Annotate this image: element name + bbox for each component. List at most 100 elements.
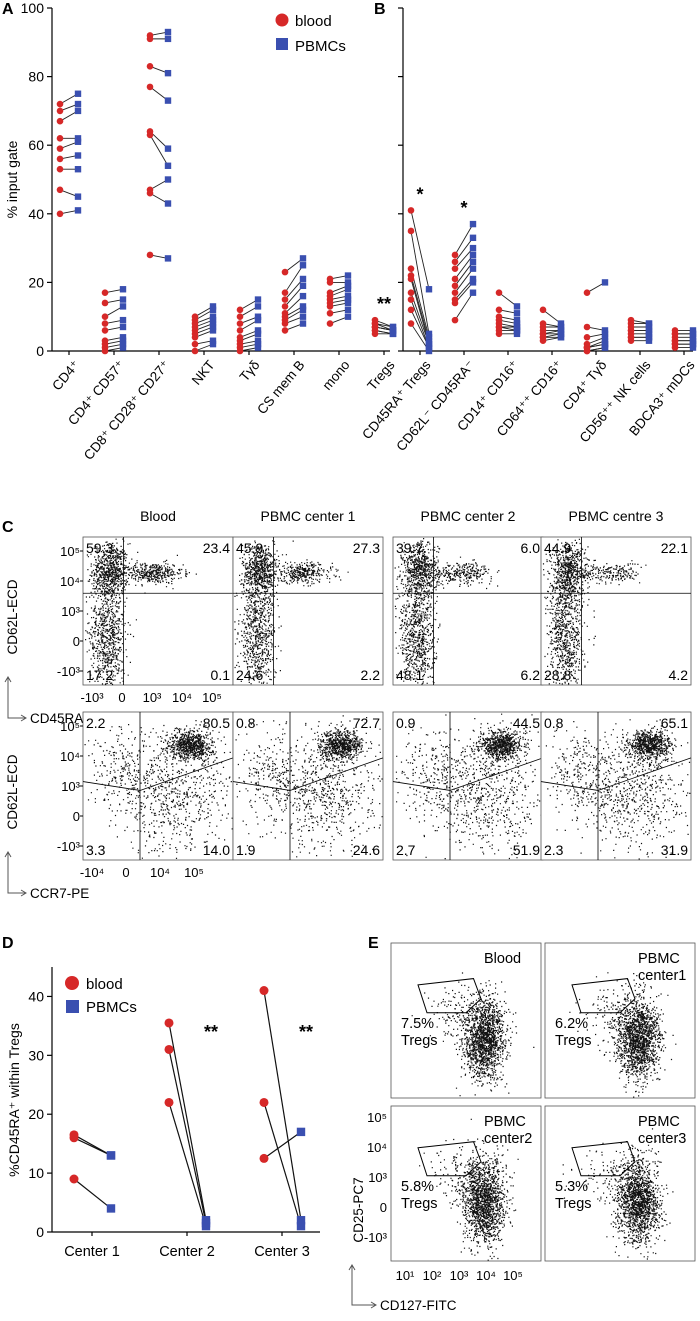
pbmc-point xyxy=(513,330,521,338)
gate-label: 6.2% xyxy=(555,1016,588,1032)
cell-dots xyxy=(542,538,647,685)
gate-label: 5.3% xyxy=(555,1179,588,1195)
cell-dots xyxy=(394,538,500,685)
pbmc-point xyxy=(469,275,477,283)
blood-point xyxy=(281,268,289,276)
blood-point xyxy=(281,303,289,310)
blood-point xyxy=(451,316,459,324)
pbmc-point xyxy=(344,272,352,279)
pbmc-point xyxy=(645,330,653,338)
gate-line xyxy=(597,757,692,791)
pbmc-point xyxy=(106,1151,116,1160)
blood-point xyxy=(326,320,334,327)
y-tick-label: 20 xyxy=(28,1106,44,1122)
pbmc-point xyxy=(119,340,127,348)
pair-line xyxy=(410,230,430,334)
pbmc-point xyxy=(296,1221,306,1231)
blood-point xyxy=(101,299,109,307)
pbmc-point xyxy=(689,337,697,344)
pbmc-point xyxy=(119,303,127,310)
pbmc-point xyxy=(389,323,397,331)
arrow-head xyxy=(4,851,12,858)
quadrant-ul: 44.9 xyxy=(544,540,571,556)
flow-plot: PBMC centre 3 44.9 22.1 28.8 4.2 xyxy=(540,508,692,686)
pbmc-point xyxy=(469,234,477,242)
gate-line xyxy=(449,757,544,791)
pbmc-point xyxy=(254,296,262,303)
category-label: CD8⁺ CD28⁺ CD27⁺ xyxy=(81,357,173,462)
quadrant-ur: 23.4 xyxy=(203,540,230,556)
pbmc-point xyxy=(119,286,127,293)
quadrant-ul: 59.3 xyxy=(86,540,113,556)
pbmc-point xyxy=(209,340,217,348)
pbmc-point xyxy=(425,337,433,344)
quadrant-lr: 2.2 xyxy=(361,667,381,683)
pbmc-point xyxy=(513,327,521,334)
blood-point xyxy=(281,327,289,334)
pair-line xyxy=(149,134,169,167)
pbmc-point xyxy=(601,279,609,286)
pbmc-point xyxy=(254,313,262,320)
legend-pbmc-label: PBMCs xyxy=(86,999,137,1016)
pbmc-point xyxy=(74,100,82,108)
cell-dots xyxy=(84,720,233,859)
significance-label: * xyxy=(416,184,423,204)
pbmc-point xyxy=(557,320,565,327)
panel-e: EBlood7.5%TregsPBMCcenter16.2%TregsPBMCc… xyxy=(348,935,696,1313)
x-tick-label: 0 xyxy=(122,865,129,880)
y-tick-label: 30 xyxy=(28,1047,44,1063)
blood-point xyxy=(451,282,459,290)
pbmc-point xyxy=(119,344,127,351)
y-tick-label: 10⁵ xyxy=(60,544,80,559)
pbmc-point xyxy=(425,286,433,293)
panel-b: B*CD45RA⁺ Tregs*CD62L⁻ CD45RA⁻CD14⁺ CD16… xyxy=(359,1,698,454)
pbmc-point xyxy=(164,200,172,207)
quadrant-lr: 24.6 xyxy=(353,842,380,858)
pbmc-point xyxy=(689,334,697,341)
pbmc-point xyxy=(689,340,697,348)
x-tick-label: 10⁵ xyxy=(503,1268,523,1283)
blood-point xyxy=(69,1174,79,1184)
blood-point xyxy=(671,327,679,334)
blood-point xyxy=(69,1133,79,1143)
blood-point xyxy=(583,340,591,348)
treg-gate xyxy=(417,978,482,1014)
x-tick-label: 10³ xyxy=(143,690,162,705)
pbmc-point xyxy=(119,296,127,303)
quadrant-ur: 65.1 xyxy=(661,715,688,731)
blood-point xyxy=(101,313,109,321)
pbmc-point xyxy=(344,286,352,293)
pair-line xyxy=(454,247,474,269)
pbmc-point xyxy=(164,35,172,43)
pbmc-point xyxy=(469,244,477,252)
pair-line xyxy=(284,278,304,300)
pbmc-point xyxy=(344,306,352,314)
blood-point xyxy=(56,186,64,194)
quadrant-ll: 24.6 xyxy=(236,667,263,683)
category-label: CS mem B xyxy=(254,357,307,417)
blood-point xyxy=(539,306,547,314)
pbmc-point xyxy=(344,299,352,307)
blood-point xyxy=(326,309,334,317)
pbmc-point xyxy=(425,340,433,348)
pbmc-point xyxy=(209,323,217,331)
pbmc-point xyxy=(74,152,82,159)
gate-line xyxy=(392,781,451,791)
pbmc-point xyxy=(209,320,217,327)
blood-point xyxy=(101,320,109,327)
x-tick-label: 10² xyxy=(423,1268,442,1283)
panel-letter: D xyxy=(2,935,14,952)
arrow-head xyxy=(20,889,27,897)
pbmc-point xyxy=(164,69,172,77)
x-tick-label: 10⁴ xyxy=(172,690,192,705)
blood-point xyxy=(407,289,415,296)
flow-plot: 0.8 65.1 2.3 31.9 xyxy=(540,711,692,861)
panel-letter: E xyxy=(368,935,379,952)
pbmc-point xyxy=(74,107,82,115)
plot-title: PBMC center 2 xyxy=(421,508,516,524)
y-tick-label: 100 xyxy=(21,0,45,16)
y-tick-label: -10³ xyxy=(364,1230,388,1245)
pbmc-point xyxy=(254,330,262,338)
